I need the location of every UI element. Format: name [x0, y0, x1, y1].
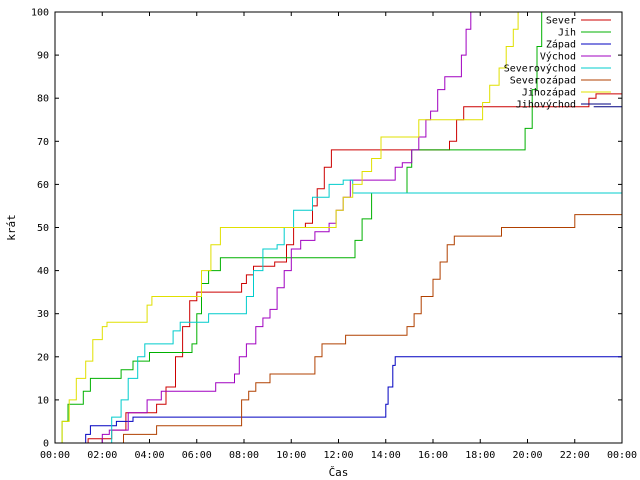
- y-tick-label: 30: [37, 309, 49, 320]
- y-tick-label: 10: [37, 395, 49, 406]
- x-tick-label: 08:00: [229, 450, 259, 461]
- y-tick-label: 70: [37, 137, 49, 148]
- y-tick-label: 0: [43, 439, 49, 450]
- series-line-5: [116, 214, 622, 443]
- x-tick-label: 02:00: [87, 450, 117, 461]
- series-line-2: [78, 356, 622, 443]
- series-layer: [56, 12, 622, 443]
- x-tick-label: 10:00: [276, 450, 306, 461]
- x-tick-label: 14:00: [371, 450, 401, 461]
- x-axis-label: Čas: [329, 466, 349, 479]
- series-line-0: [71, 93, 622, 443]
- legend-label: Jih: [558, 28, 576, 39]
- y-tick-label: 20: [37, 352, 49, 363]
- x-tick-label: 18:00: [465, 450, 495, 461]
- legend-label: Západ: [546, 39, 576, 51]
- y-tick-label: 50: [37, 223, 49, 234]
- x-tick-label: 16:00: [418, 450, 448, 461]
- ticks-layer: 0 10 20 30 40 50 60 70 80 90 100 00:00 02:00 04:00 06:…: [31, 8, 637, 462]
- y-tick-label: 90: [37, 51, 49, 62]
- legend-label: Východ: [540, 51, 576, 63]
- series-line-3: [90, 12, 472, 443]
- plot-frame: [54, 11, 623, 444]
- x-tick-label: 00:00: [40, 450, 70, 461]
- y-axis-label: krát: [5, 214, 18, 241]
- x-tick-label: 04:00: [134, 450, 164, 461]
- x-tick-label: 00:00: [607, 450, 637, 461]
- series-line-1: [57, 12, 543, 443]
- y-tick-label: 40: [37, 266, 49, 277]
- y-tick-label: 100: [31, 8, 49, 19]
- x-tick-label: 22:00: [560, 450, 590, 461]
- legend-label: Jihozápad: [522, 87, 576, 99]
- legend-label: Severovýchod: [504, 63, 576, 75]
- x-tick-label: 12:00: [323, 450, 353, 461]
- x-tick-label: 06:00: [182, 450, 212, 461]
- y-tick-label: 60: [37, 180, 49, 191]
- series-line-6: [56, 12, 519, 443]
- y-tick-label: 80: [37, 94, 49, 105]
- series-line-4: [97, 179, 622, 443]
- legend-label: Sever: [546, 16, 576, 27]
- legend-label: Jihovýchod: [516, 99, 576, 111]
- legend: SeverJihZápadVýchodSeverovýchodSeverozáp…: [504, 16, 611, 111]
- x-tick-label: 20:00: [512, 450, 542, 461]
- legend-label: Severozápad: [510, 75, 576, 87]
